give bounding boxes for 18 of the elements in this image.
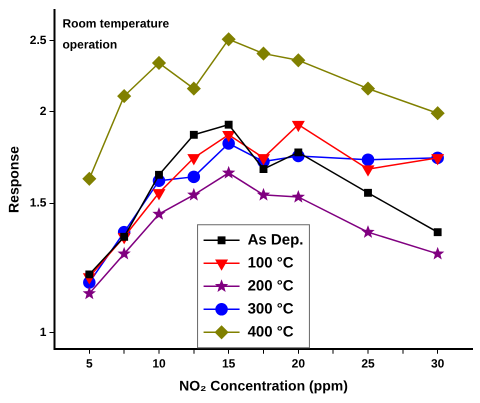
x-tick-label: 15 — [222, 356, 236, 370]
x-tick-label: 5 — [86, 356, 93, 370]
legend-label: 400 °C — [248, 323, 294, 340]
x-tick-label: 25 — [361, 356, 375, 370]
x-tick-label: 20 — [292, 356, 306, 370]
x-axis-title: NO₂ Concentration (ppm) — [179, 377, 348, 394]
y-tick-label: 1 — [40, 324, 47, 339]
x-tick-label: 10 — [152, 356, 166, 370]
legend-label: 300 °C — [248, 300, 294, 318]
y-tick-label: 2 — [40, 104, 47, 118]
y-axis-title: Response — [5, 146, 22, 213]
legend-label: 200 °C — [248, 277, 294, 294]
y-tick-label: 2.5 — [30, 32, 47, 47]
annotation: Room temperature operation — [62, 16, 170, 52]
legend-label: 100 °C — [248, 254, 294, 272]
legend-label: As Dep. — [248, 231, 304, 248]
y-tick-label: 1.5 — [30, 196, 47, 210]
x-tick-label: 30 — [430, 356, 445, 370]
